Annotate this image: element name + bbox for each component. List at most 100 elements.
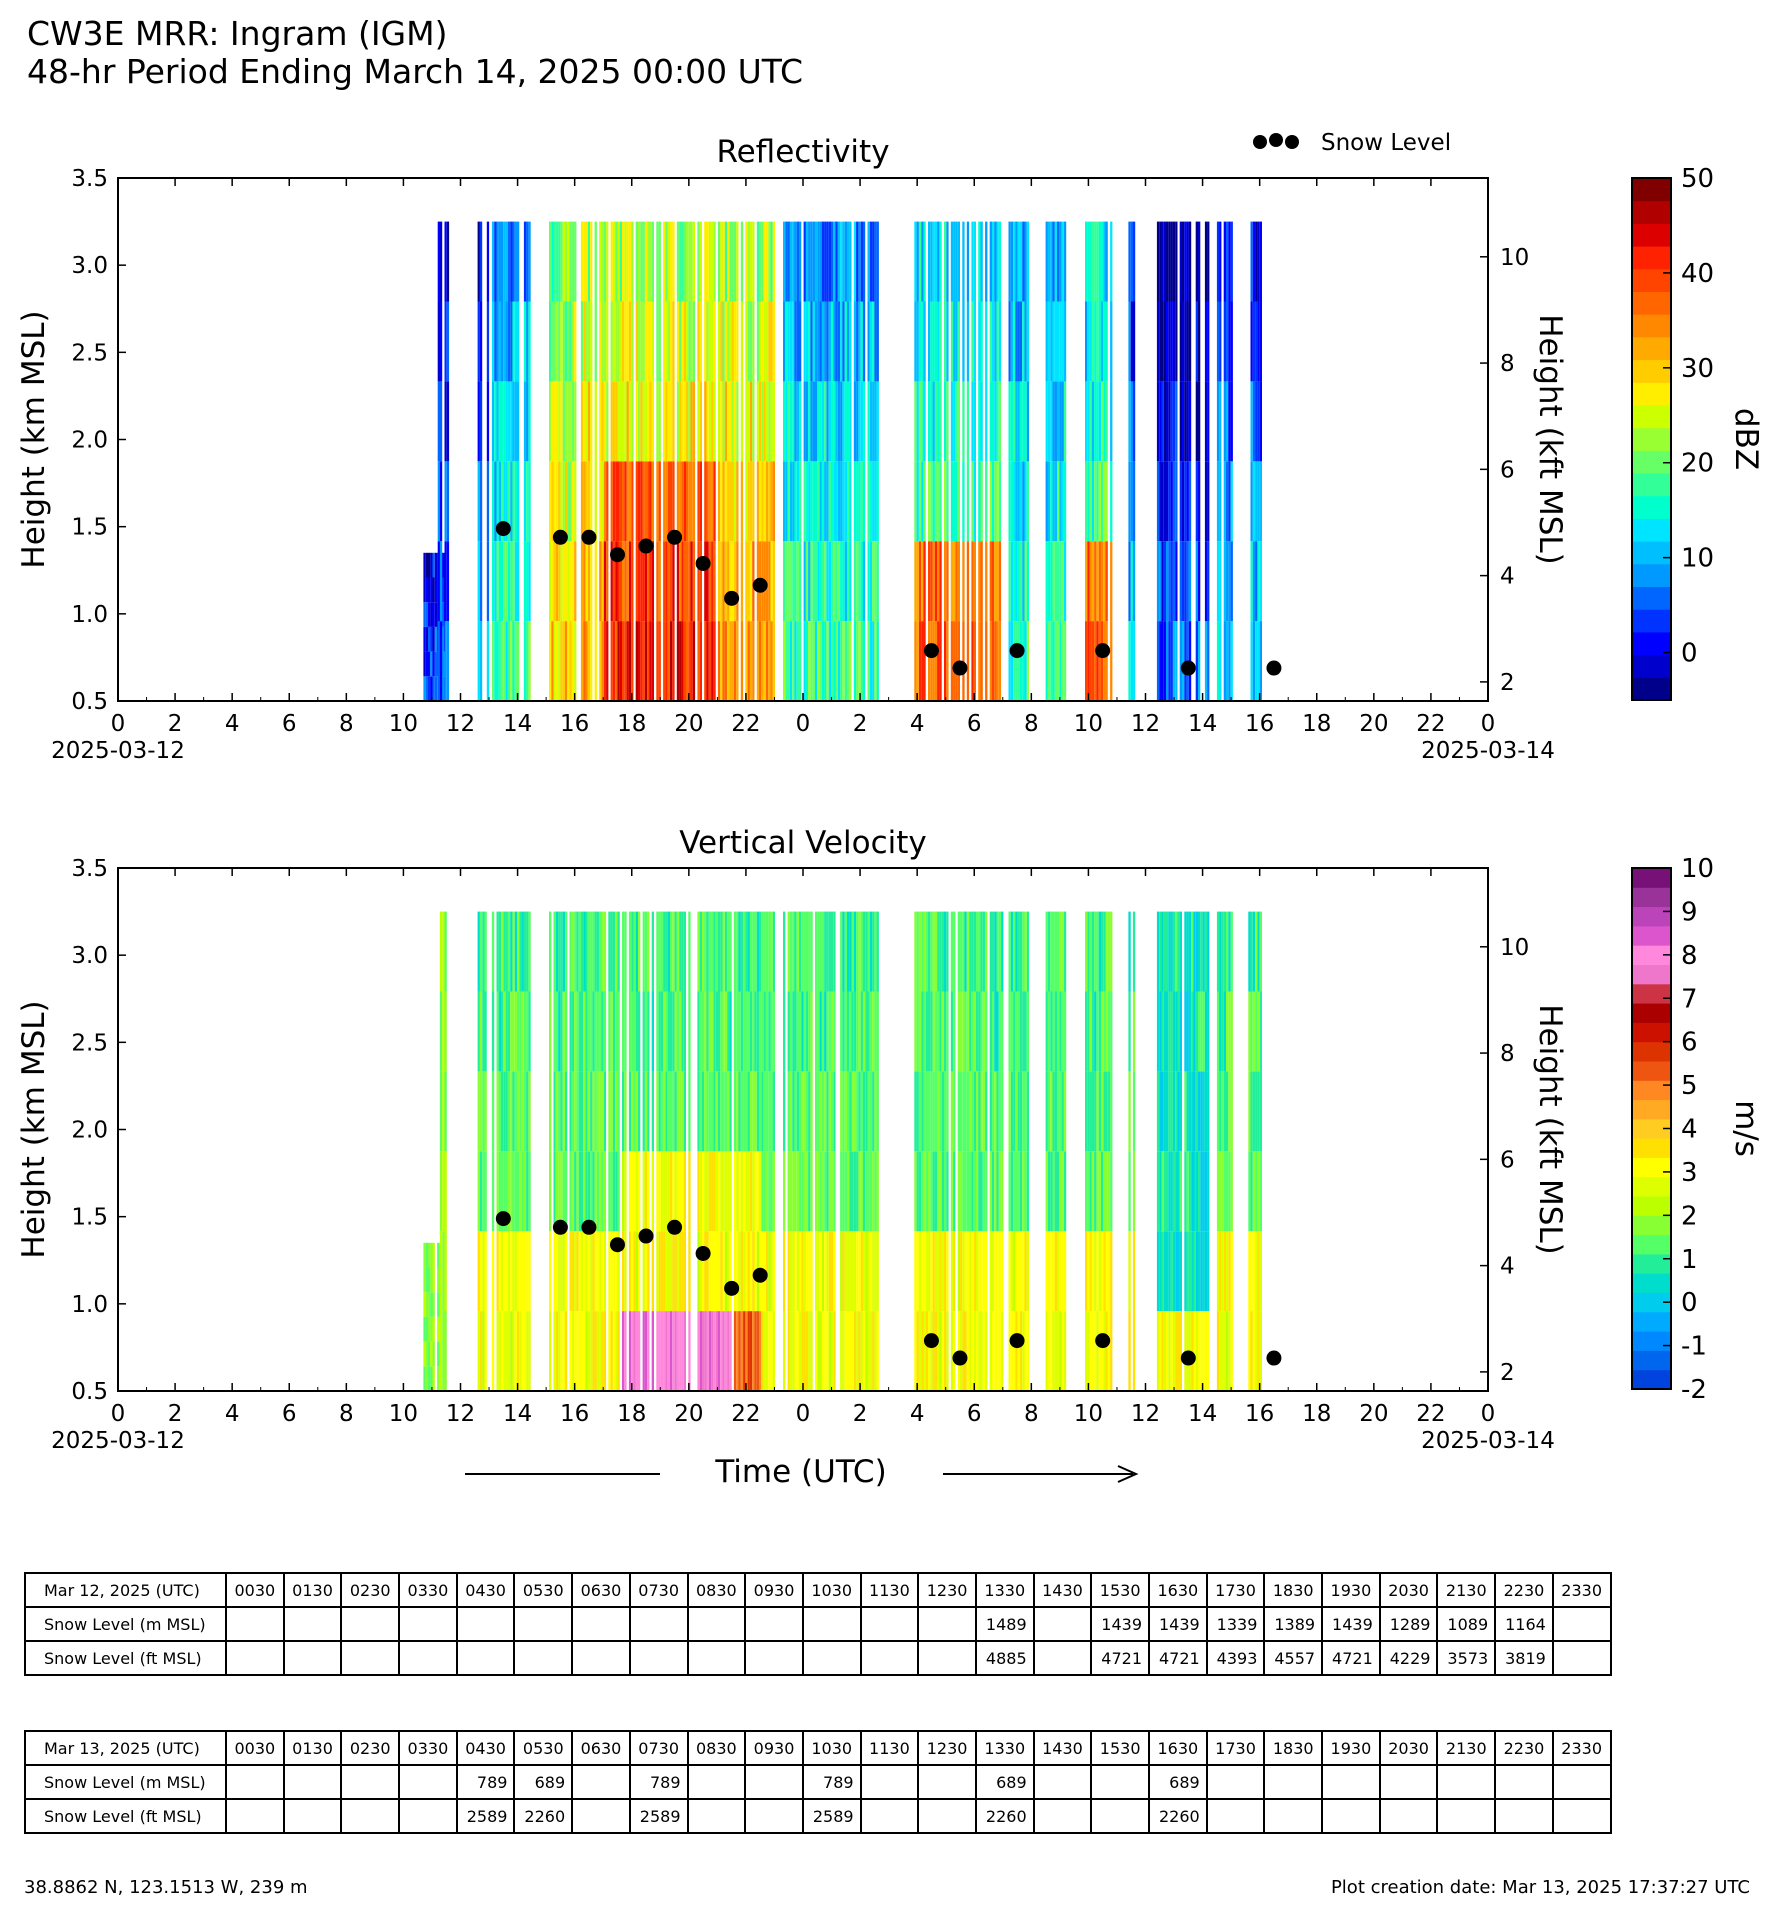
heatmap-cell — [428, 1316, 431, 1342]
heatmap-cell — [752, 621, 755, 701]
heatmap-cell — [1184, 1151, 1187, 1232]
heatmap-cell — [423, 1366, 426, 1391]
heatmap-cell — [950, 911, 954, 992]
y2-axis-label: Height (kft MSL) — [1532, 1004, 1568, 1255]
heatmap-cell — [966, 541, 970, 622]
heatmap-cell — [496, 1151, 499, 1232]
heatmap-cell — [606, 301, 609, 382]
heatmap-cell — [941, 1151, 944, 1232]
heatmap-cell — [727, 991, 730, 1072]
heatmap-cell — [853, 221, 857, 302]
heatmap-cell — [1101, 381, 1104, 462]
heatmap-field — [423, 221, 1262, 701]
heatmap-cell — [585, 221, 588, 302]
heatmap-cell — [526, 1151, 529, 1232]
heatmap-cell — [1191, 1151, 1194, 1232]
heatmap-cell — [638, 1151, 641, 1232]
heatmap-cell — [978, 1151, 981, 1232]
snow-level-point — [1180, 1350, 1196, 1366]
heatmap-cell — [934, 621, 938, 701]
heatmap-cell — [826, 1311, 829, 1391]
heatmap-cell — [1017, 221, 1020, 302]
heatmap-cell — [1161, 911, 1164, 992]
heatmap-cell — [876, 1311, 879, 1391]
heatmap-cell — [503, 1311, 506, 1391]
table-cell — [859, 1798, 920, 1834]
heatmap-cell — [921, 221, 924, 302]
heatmap-cell — [1026, 541, 1030, 622]
heatmap-cell — [1045, 221, 1048, 302]
table-time-header: 2030 — [1378, 1572, 1439, 1608]
heatmap-cell — [651, 301, 654, 382]
heatmap-cell — [831, 541, 834, 622]
heatmap-cell — [512, 991, 515, 1072]
heatmap-cell — [699, 911, 702, 992]
heatmap-cell — [720, 461, 723, 542]
heatmap-cell — [819, 991, 822, 1072]
heatmap-cell — [1186, 461, 1189, 542]
heatmap-cell — [670, 461, 673, 542]
table-time-header: 1630 — [1148, 1730, 1208, 1766]
heatmap-cell — [521, 1311, 524, 1391]
heatmap-cell — [503, 621, 506, 701]
heatmap-cell — [1089, 301, 1092, 382]
heatmap-cell — [574, 301, 577, 382]
heatmap-cell — [874, 1151, 877, 1232]
heatmap-cell — [1098, 301, 1101, 382]
colorbar-segment — [1632, 200, 1671, 224]
heatmap-cell — [576, 1231, 579, 1312]
heatmap-cell — [957, 1151, 960, 1232]
heatmap-cell — [941, 991, 944, 1072]
heatmap-cell — [722, 541, 725, 622]
heatmap-cell — [772, 1311, 775, 1391]
heatmap-cell — [799, 1151, 802, 1232]
heatmap-cell — [580, 301, 584, 382]
heatmap-cell — [1094, 1071, 1097, 1152]
heatmap-cell — [1166, 621, 1169, 701]
heatmap-cell — [860, 1311, 863, 1391]
heatmap-cell — [801, 1151, 804, 1232]
table-cell — [1032, 1640, 1093, 1676]
heatmap-cell — [1250, 1231, 1253, 1312]
heatmap-cell — [944, 221, 947, 302]
heatmap-cell — [633, 991, 636, 1072]
heatmap-cell — [989, 1071, 992, 1152]
heatmap-cell — [1202, 1231, 1205, 1312]
heatmap-cell — [930, 991, 933, 1072]
heatmap-cell — [1101, 301, 1104, 382]
heatmap-cell — [1105, 621, 1108, 701]
heatmap-cell — [1188, 1071, 1192, 1152]
heatmap-cell — [1091, 991, 1095, 1072]
heatmap-cell — [747, 221, 750, 302]
heatmap-cell — [1166, 461, 1169, 542]
heatmap-cell — [1087, 381, 1090, 462]
table-time-header: 0130 — [282, 1730, 343, 1766]
heatmap-cell — [733, 1151, 737, 1232]
heatmap-cell — [631, 221, 634, 302]
heatmap-cell — [1103, 621, 1106, 701]
heatmap-cell — [708, 301, 712, 382]
heatmap-cell — [831, 1151, 834, 1232]
colorbar-tick-label: 10 — [1681, 544, 1714, 574]
heatmap-cell — [1163, 461, 1167, 542]
heatmap-cell — [587, 1071, 591, 1152]
heatmap-cell — [514, 221, 517, 302]
heatmap-cell — [617, 621, 620, 701]
heatmap-cell — [770, 381, 773, 462]
heatmap-cell — [1017, 381, 1020, 462]
heatmap-cell — [603, 911, 607, 992]
heatmap-cell — [514, 911, 517, 992]
table-cell — [917, 1798, 977, 1834]
heatmap-cell — [496, 541, 499, 622]
heatmap-cell — [1013, 461, 1016, 542]
heatmap-cell — [1177, 1231, 1180, 1312]
x-tick-label: 16 — [560, 711, 589, 737]
y-tick-label: 3.5 — [71, 856, 108, 882]
heatmap-cell — [768, 381, 771, 462]
heatmap-cell — [491, 1311, 495, 1391]
heatmap-cell — [1013, 1231, 1016, 1312]
heatmap-cell — [587, 221, 591, 302]
heatmap-cell — [960, 991, 963, 1072]
heatmap-cell — [980, 621, 983, 701]
heatmap-cell — [1047, 381, 1051, 462]
